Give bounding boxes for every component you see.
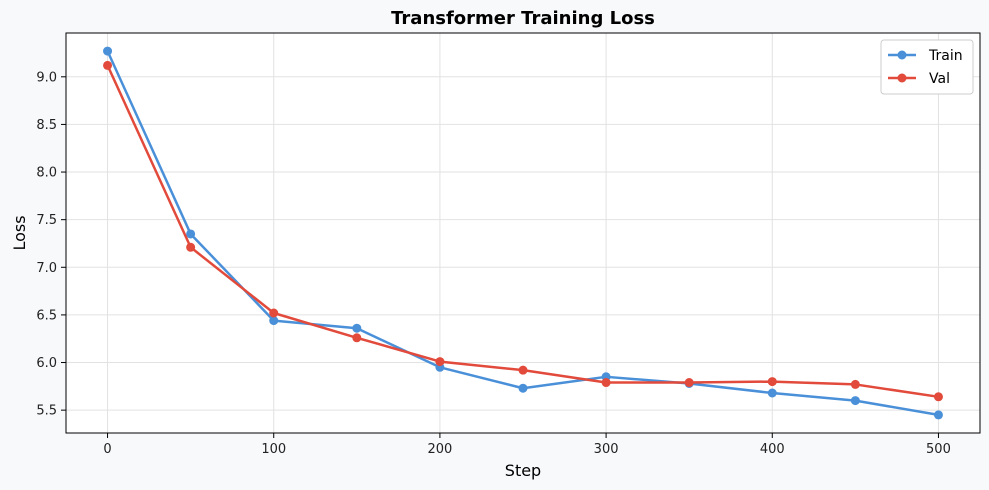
data-point-train <box>186 229 196 239</box>
data-point-val <box>767 377 777 387</box>
plot-frame <box>65 32 981 434</box>
data-point-val <box>933 392 943 402</box>
x-axis-label: Step <box>505 461 541 480</box>
data-point-train <box>850 396 860 406</box>
data-point-val <box>518 365 528 375</box>
y-tick-label: 6.5 <box>36 308 57 323</box>
data-point-val <box>269 308 279 318</box>
data-point-train <box>767 388 777 398</box>
y-tick-label: 5.5 <box>36 404 57 419</box>
series-layer <box>103 46 943 420</box>
data-point-val <box>103 60 113 70</box>
x-tick-label: 500 <box>926 442 951 457</box>
legend-train-label: Train <box>928 48 963 64</box>
data-point-train <box>103 46 113 56</box>
legend-val-marker <box>897 73 907 83</box>
grid <box>66 33 980 433</box>
y-tick-label: 6.0 <box>36 356 57 371</box>
ticks: 0 100 200 300 400 500 5.5 6.0 6.5 7.0 7.5 8.0 8.5 9.0 <box>36 70 951 457</box>
x-tick-label: 0 <box>103 442 111 457</box>
data-point-val <box>684 378 694 388</box>
y-tick-label: 8.5 <box>36 118 57 133</box>
data-point-val <box>352 333 362 343</box>
x-tick-label: 200 <box>427 442 452 457</box>
chart-title: Transformer Training Loss <box>391 8 655 29</box>
data-point-val <box>186 242 196 252</box>
x-tick-label: 300 <box>594 442 619 457</box>
y-axis-label: Loss <box>10 215 29 250</box>
y-tick-label: 9.0 <box>36 70 57 85</box>
y-tick-label: 7.0 <box>36 261 57 276</box>
y-tick-label: 7.5 <box>36 213 57 228</box>
y-tick-label: 8.0 <box>36 166 57 181</box>
x-tick-label: 400 <box>760 442 785 457</box>
data-point-train <box>269 316 279 326</box>
legend: Train Val <box>880 39 974 95</box>
data-point-val <box>850 379 860 389</box>
legend-val-label: Val <box>929 71 950 87</box>
data-point-train <box>518 383 528 393</box>
legend-train-marker <box>897 50 907 60</box>
data-point-train <box>933 410 943 420</box>
data-point-val <box>435 357 445 367</box>
data-point-train <box>352 323 362 333</box>
data-point-val <box>601 378 611 388</box>
x-tick-label: 100 <box>261 442 286 457</box>
